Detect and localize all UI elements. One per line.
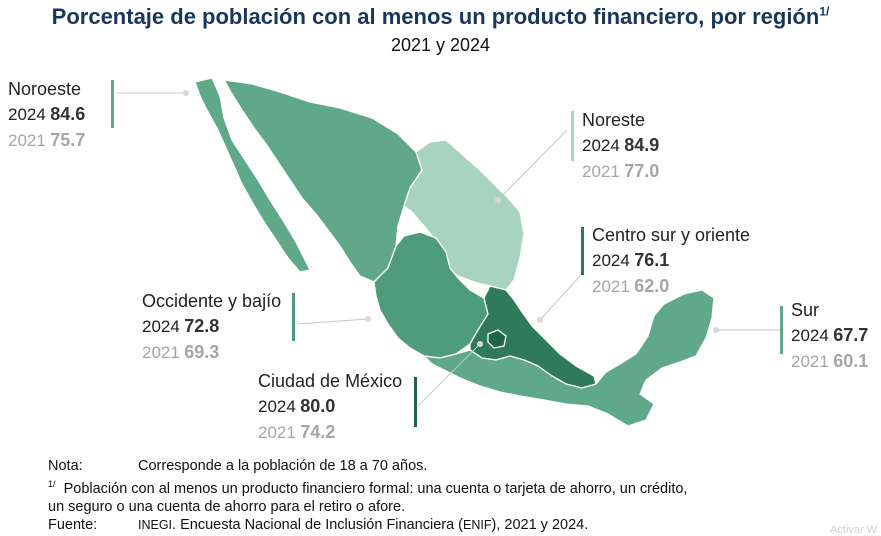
- year-2021: 2021: [592, 277, 630, 296]
- note-key: Nota:: [48, 458, 83, 474]
- source-org: INEGI: [138, 517, 173, 532]
- value-2024: 2024 80.0: [258, 394, 402, 420]
- chart-subtitle: 2021 y 2024: [390, 35, 491, 55]
- value-2021: 2021 77.0: [582, 159, 659, 185]
- value: 77.0: [624, 161, 660, 181]
- footnote-line-1: 1/ Población con al menos un producto fi…: [48, 475, 687, 498]
- footnote-text-1: Población con al menos un producto finan…: [63, 480, 688, 497]
- region-name: Noreste: [582, 110, 646, 130]
- source-key: Fuente:: [48, 516, 98, 533]
- bar-centro: [581, 227, 584, 275]
- bar-noroeste: [111, 80, 114, 128]
- region-name: Sur: [791, 300, 820, 320]
- year-2021: 2021: [142, 343, 180, 362]
- region-name: Centro sur y oriente: [592, 225, 751, 245]
- value-2024: 2024 72.8: [142, 314, 281, 340]
- source-acronym: ENIF: [463, 517, 492, 532]
- bar-cdmx: [414, 377, 417, 427]
- label-sur: Sur 2024 67.7 2021 60.1: [791, 298, 868, 375]
- value: 72.8: [184, 316, 220, 336]
- year-2024: 2024: [791, 326, 829, 345]
- year-2024: 2024: [142, 317, 180, 336]
- year-2024: 2024: [258, 397, 296, 416]
- value-2024: 2024 76.1: [592, 248, 750, 274]
- note-line: Nota: Corresponde a la población de 18 a …: [48, 457, 687, 475]
- leader-cdmx: [417, 343, 481, 407]
- leader-dot-noroeste: [183, 90, 189, 96]
- region-name: Noroeste: [8, 79, 82, 99]
- footnote-mark: 1/: [48, 479, 56, 489]
- value: 84.9: [624, 135, 660, 155]
- label-noreste: Noreste 2024 84.9 2021 77.0: [582, 108, 659, 185]
- leader-centro: [539, 275, 581, 321]
- region-noroeste-baja-california: [194, 77, 311, 273]
- leader-dot-centro: [537, 317, 543, 323]
- year-2021: 2021: [258, 423, 296, 442]
- value-2021: 2021 62.0: [592, 274, 750, 300]
- value-2024: 2024 84.9: [582, 133, 659, 159]
- value: 84.6: [50, 104, 86, 124]
- region-name: Ciudad de México: [258, 371, 403, 391]
- leader-occidente: [296, 318, 369, 325]
- source-text-2: ), 2021 y 2024.: [491, 516, 589, 533]
- label-noroeste: Noroeste 2024 84.6 2021 75.7: [8, 77, 85, 154]
- source-line: Fuente: INEGI. Encuesta Nacional de Inclu…: [48, 516, 687, 534]
- value: 75.7: [50, 130, 86, 150]
- label-centro-sur-y-oriente: Centro sur y oriente 2024 76.1 2021 62.0: [592, 223, 750, 300]
- region-sur: [423, 289, 715, 427]
- value: 74.2: [300, 422, 336, 442]
- activation-watermark: Activar W: [829, 524, 877, 536]
- value-2021: 2021 75.7: [8, 128, 85, 154]
- source-text-1: . Encuesta Nacional de Inclusión Financi…: [172, 516, 464, 533]
- label-ciudad-de-mexico: Ciudad de México 2024 80.0 2021 74.2: [258, 369, 402, 446]
- footnote-line-2: un seguro o una cuenta de ahorro para el…: [48, 498, 687, 516]
- value: 69.3: [184, 342, 220, 362]
- value: 67.7: [833, 325, 869, 345]
- value-2021: 2021 69.3: [142, 340, 281, 366]
- region-name: Occidente y bajío: [142, 291, 282, 311]
- year-2024: 2024: [8, 105, 46, 124]
- title-footnote-mark: 1/: [819, 4, 830, 19]
- region-ciudad-de-mexico: [487, 329, 507, 349]
- bar-sur: [780, 306, 783, 354]
- year-2021: 2021: [8, 131, 46, 150]
- label-occidente-y-bajio: Occidente y bajío 2024 72.8 2021 69.3: [142, 289, 281, 366]
- leader-dot-sur: [713, 327, 719, 333]
- notes-block: Nota: Corresponde a la población de 18 a …: [48, 457, 687, 534]
- leader-dot-noreste: [495, 197, 501, 203]
- chart-title: Porcentaje de población con al menos un …: [0, 4, 881, 30]
- value: 80.0: [300, 396, 336, 416]
- value: 62.0: [634, 276, 670, 296]
- note-text: Corresponde a la población de 18 a 70 añ…: [138, 458, 428, 474]
- leader-noreste: [497, 129, 568, 201]
- value-2024: 2024 67.7: [791, 323, 868, 349]
- value-2024: 2024 84.6: [8, 102, 85, 128]
- bar-noreste: [571, 111, 574, 161]
- year-2024: 2024: [592, 251, 630, 270]
- bar-occidente: [292, 293, 295, 341]
- year-2021: 2021: [582, 162, 620, 181]
- leader-dot-occidente: [365, 316, 371, 322]
- year-2024: 2024: [582, 136, 620, 155]
- value-2021: 2021 60.1: [791, 349, 868, 375]
- footnote-text-2: un seguro o una cuenta de ahorro para el…: [48, 498, 406, 515]
- value: 60.1: [833, 351, 869, 371]
- value: 76.1: [634, 250, 670, 270]
- leader-dot-cdmx: [477, 341, 483, 347]
- title-text: Porcentaje de población con al menos un …: [51, 4, 820, 29]
- year-2021: 2021: [791, 352, 829, 371]
- value-2021: 2021 74.2: [258, 420, 402, 446]
